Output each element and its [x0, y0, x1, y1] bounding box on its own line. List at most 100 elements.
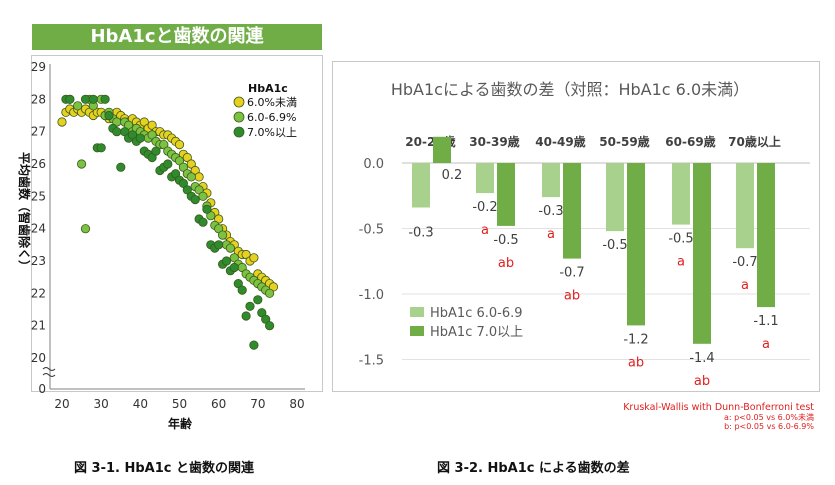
data-label: -0.5	[493, 233, 518, 248]
bar	[412, 163, 430, 208]
scatter-chart: 29 28 27 26 25 24 23 22 21 20 0 20 30 40 50 60 70 80 年齢 平均歯…	[17, 60, 305, 431]
data-label: -0.7	[732, 255, 757, 270]
y-tick-label: 0.0	[363, 157, 384, 172]
x-tick-label: 60	[211, 397, 226, 411]
bar	[757, 163, 775, 308]
bar	[476, 163, 494, 194]
legend-title: HbA1c	[248, 82, 288, 95]
legend-swatch	[410, 326, 424, 336]
y-axis-label: 平均歯数（智歯除く）	[17, 152, 32, 272]
data-label: -0.3	[408, 226, 433, 241]
significance-label: a	[481, 223, 489, 238]
y-tick-label: 20	[31, 351, 46, 365]
scatter-point	[151, 146, 161, 156]
scatter-point	[159, 140, 169, 150]
bar	[563, 163, 581, 259]
y-tick-label: 24	[31, 222, 46, 236]
category-label: 60-69歳	[665, 134, 715, 149]
y-tick-label: 25	[31, 189, 46, 203]
significance-label: ab	[498, 256, 514, 271]
scatter-point	[225, 243, 235, 253]
scatter-point	[218, 230, 228, 240]
bar	[672, 163, 690, 225]
left-chart-frame	[31, 55, 323, 392]
x-tick-label: 20	[54, 397, 69, 411]
significance-label: ab	[628, 355, 644, 370]
left-chart-banner: HbA1cと歯数の関連	[32, 24, 322, 50]
y-tick-label: -1.0	[359, 288, 384, 303]
scatter-point	[100, 94, 110, 104]
left-figure-caption: 図 3-1. HbA1c と歯数の関連	[74, 461, 255, 476]
significance-label: ab	[694, 374, 710, 389]
scatter-point	[190, 195, 200, 205]
scatter-point	[198, 217, 208, 227]
scatter-point	[186, 172, 196, 182]
scatter-point	[202, 204, 212, 214]
scatter-point	[264, 288, 275, 298]
legend-label: HbA1c 7.0以上	[430, 325, 523, 340]
legend-label: 6.0%未満	[247, 96, 297, 109]
scatter-point	[237, 285, 247, 295]
legend-marker	[233, 96, 245, 108]
x-tick-label: 70	[250, 397, 265, 411]
y-tick-label: 0	[38, 382, 46, 396]
scatter-point	[253, 295, 263, 305]
scatter-point	[88, 94, 98, 104]
scatter-point	[194, 172, 204, 182]
bar	[693, 163, 711, 344]
x-tick-label: 80	[289, 397, 304, 411]
scatter-point	[221, 256, 232, 266]
data-label: -0.7	[559, 266, 584, 281]
y-tick-label: 26	[31, 157, 46, 171]
bar	[736, 163, 754, 249]
scatter-point	[57, 117, 67, 127]
scatter-point	[229, 262, 239, 273]
bar	[627, 163, 645, 326]
scatter-point	[214, 240, 224, 250]
data-label: -1.1	[753, 314, 778, 329]
category-label: 30-39歳	[469, 134, 519, 149]
scatter-point	[249, 253, 259, 263]
bar	[433, 136, 451, 163]
legend-label: 7.0%以上	[247, 126, 297, 139]
data-label: -0.2	[472, 200, 497, 215]
y-tick-label: 28	[31, 92, 46, 106]
y-tick-label: 29	[31, 60, 46, 74]
bar-chart: HbA1cによる歯数の差（対照：HbA1c 6.0未満） 0.0 -0.5 -1.0 -…	[359, 80, 815, 431]
x-tick-label: 50	[172, 397, 187, 411]
x-tick-label: 40	[133, 397, 148, 411]
y-tick-label: 22	[31, 286, 46, 300]
x-axis-label: 年齢	[168, 416, 193, 431]
y-tick-label: 21	[31, 319, 46, 333]
significance-label: a	[741, 278, 749, 293]
bar	[606, 163, 624, 232]
scatter-point	[80, 94, 91, 104]
axis-break-icon	[42, 367, 56, 377]
data-label: -0.5	[602, 238, 627, 253]
scatter-point	[77, 159, 87, 169]
scatter-point	[104, 110, 114, 121]
data-label: 0.2	[442, 168, 463, 183]
data-label: -1.2	[623, 332, 648, 347]
y-tick-label: 23	[31, 254, 46, 268]
y-tick-label: 27	[31, 125, 46, 139]
footnote-a: a: p<0.05 vs 6.0%未満	[724, 412, 814, 422]
significance-label: a	[547, 227, 555, 242]
x-tick-label: 30	[94, 397, 109, 411]
significance-label: a	[762, 337, 770, 352]
y-tick-label: -0.5	[359, 223, 384, 238]
bar-chart-title: HbA1cによる歯数の差（対照：HbA1c 6.0未満）	[391, 80, 749, 99]
scatter-point	[249, 340, 259, 350]
data-label: -1.4	[689, 351, 714, 366]
y-tick-label: -1.5	[359, 354, 384, 369]
category-label: 40-49歳	[535, 134, 585, 149]
bar	[542, 163, 560, 198]
right-figure-caption: 図 3-2. HbA1c による歯数の差	[437, 461, 630, 476]
scatter-point	[135, 133, 145, 143]
scatter-point	[116, 162, 126, 172]
scatter-point	[73, 101, 83, 111]
scatter-point	[96, 143, 106, 153]
category-label: 70歳以上	[728, 134, 781, 149]
legend-label: 6.0-6.9%	[247, 111, 296, 124]
scatter-point	[182, 152, 192, 163]
